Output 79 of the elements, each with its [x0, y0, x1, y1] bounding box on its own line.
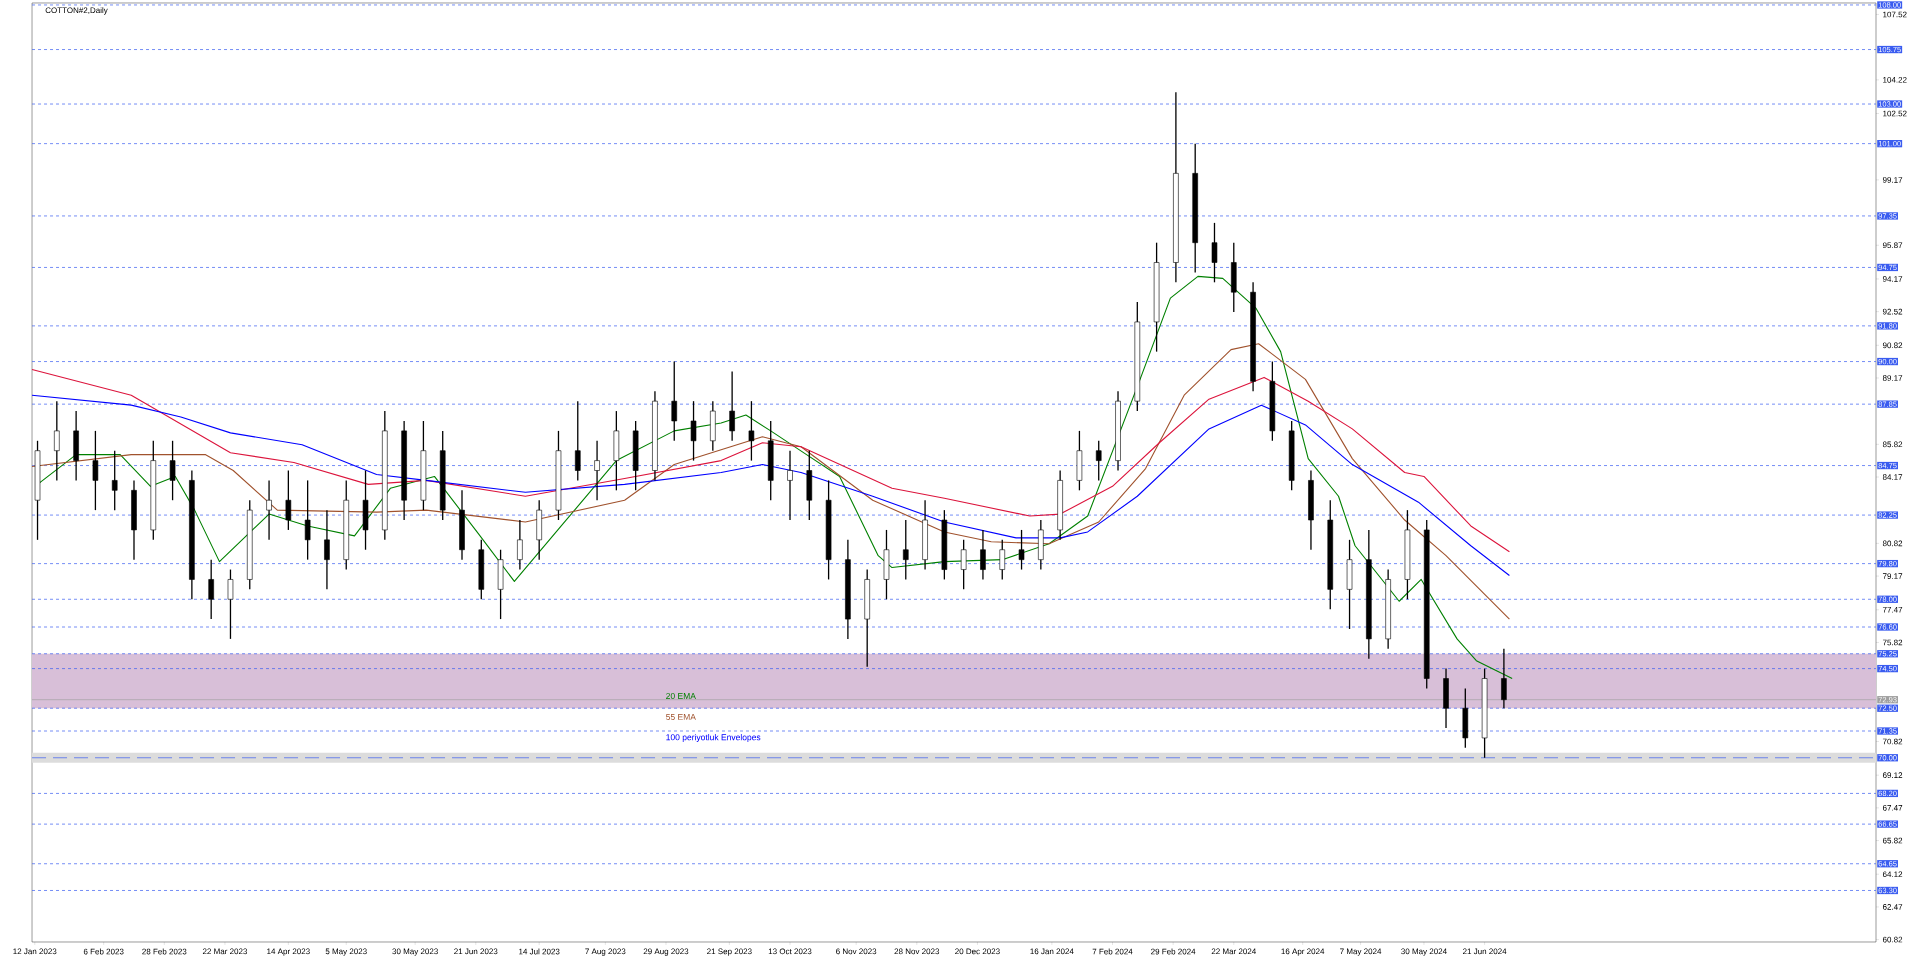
candlestick: [517, 519, 523, 571]
candlestick: [54, 400, 60, 482]
y-tick-label: 75.82: [1882, 639, 1903, 646]
x-tick-label: 29 Aug 2023: [643, 948, 689, 956]
y-tick-label: 94.17: [1882, 276, 1903, 282]
candlestick: [227, 568, 234, 640]
line-series: [31, 343, 1510, 620]
x-tick-label: 21 Jun 2024: [1463, 948, 1507, 955]
x-tick-label: 7 Feb 2024: [1092, 948, 1133, 955]
y-tick-label: 70.82: [1882, 738, 1903, 745]
y-tick-label: 80.82: [1882, 540, 1903, 547]
y-tick-label: 95.87: [1882, 242, 1903, 249]
x-tick-label: 12 Jan 2023: [13, 948, 57, 955]
x-tick-label: 21 Jun 2023: [454, 948, 498, 955]
y-tick-label: 77.47: [1882, 607, 1903, 613]
y-tick-label: 89.17: [1882, 375, 1903, 381]
x-tick-label: 30 May 2023: [392, 948, 438, 956]
candlestick: [266, 479, 272, 541]
y-tick-label: 85.82: [1882, 441, 1903, 448]
candlestick: [169, 440, 176, 501]
y-tick-label: 79.17: [1882, 573, 1903, 579]
candlestick: [690, 400, 697, 462]
candlestick: [902, 519, 909, 581]
candlestick: [1095, 440, 1102, 482]
y-tick-label: 92.52: [1882, 308, 1903, 315]
candlestick: [92, 430, 99, 511]
candlestick: [1211, 222, 1218, 283]
x-tick-label: 29 Feb 2024: [1151, 948, 1196, 955]
chart-title: COTTON#2,Daily: [45, 7, 108, 15]
y-tick-label: 64.12: [1882, 871, 1903, 878]
candlestick: [304, 479, 311, 561]
x-tick-label: 28 Nov 2023: [894, 948, 940, 955]
x-tick-label: 28 Feb 2023: [142, 948, 187, 955]
x-tick-label: 16 Jan 2024: [1030, 948, 1074, 955]
candlestick: [980, 529, 986, 581]
line-series: [31, 368, 1510, 553]
candlestick: [729, 370, 735, 442]
y-tick-label: 65.82: [1882, 837, 1903, 844]
candlestick: [999, 539, 1006, 581]
candlestick: [671, 360, 678, 442]
y-tick-label: 90.82: [1882, 342, 1903, 349]
y-tick-label: 99.17: [1882, 177, 1903, 183]
x-tick-label: 7 May 2024: [1340, 948, 1382, 956]
candlestick: [574, 400, 581, 482]
text: 20 EMA: [666, 692, 696, 699]
x-tick-label: 22 Mar 2023: [202, 948, 248, 955]
candlestick: [594, 440, 600, 501]
y-tick-label: 102.52: [1883, 110, 1907, 117]
x-tick-label: 22 Mar 2024: [1211, 948, 1256, 955]
candlestick: [1501, 648, 1507, 709]
text: 100 periyotluk Envelopes: [666, 734, 761, 742]
y-tick-label: 69.12: [1882, 772, 1903, 779]
x-tick-label: 20 Dec 2023: [955, 948, 1000, 955]
x-tick-label: 16 Apr 2024: [1281, 948, 1325, 956]
candlestick: [1018, 529, 1025, 571]
x-tick-label: 13 Oct 2023: [768, 948, 812, 955]
x-tick-label: 5 May 2023: [325, 948, 367, 956]
x-tick-label: 6 Nov 2023: [836, 948, 877, 955]
x-tick-label: 30 May 2024: [1401, 948, 1447, 956]
candlestick: [285, 469, 292, 531]
candlestick: [208, 559, 214, 620]
y-tick-label: 84.17: [1882, 474, 1903, 480]
x-tick-label: 6 Feb 2023: [83, 948, 124, 955]
x-tick-label: 14 Jul 2023: [519, 948, 560, 955]
candlestick: [748, 400, 755, 462]
y-tick-label: 107.52: [1883, 11, 1907, 18]
y-tick-label: 104.22: [1883, 77, 1907, 83]
x-tick-label: 14 Apr 2023: [267, 948, 310, 956]
candlestick: [111, 450, 118, 511]
text: 55 EMA: [666, 714, 696, 720]
y-tick-label: 67.47: [1882, 805, 1903, 811]
candlestick: [960, 539, 967, 591]
y-tick-label: 60.82: [1882, 936, 1903, 943]
x-tick-label: 21 Sep 2023: [707, 948, 752, 956]
line-series: [31, 394, 1510, 577]
x-tick-label: 7 Aug 2023: [585, 948, 626, 956]
y-tick-label: 62.47: [1882, 904, 1903, 910]
candlestick: [787, 450, 793, 521]
candlestick: [324, 509, 330, 591]
